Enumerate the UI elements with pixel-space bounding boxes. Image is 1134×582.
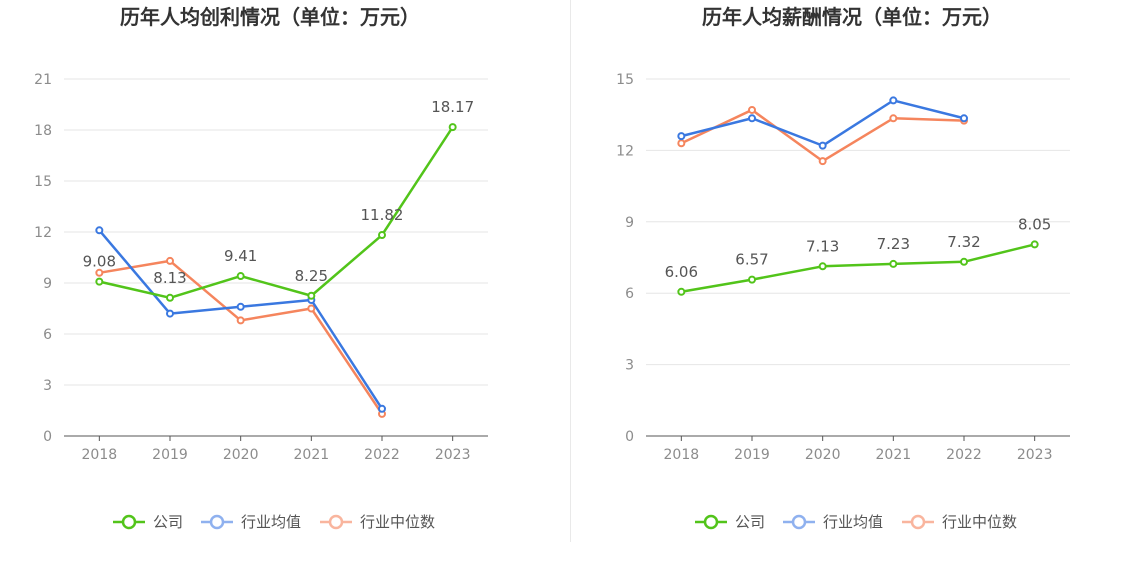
data-label: 11.82 xyxy=(361,206,404,224)
series-line xyxy=(99,126,454,300)
chart-per-capita-profit: 历年人均创利情况（单位：万元） 0 3 6 9 12 15 18 21 2018 2019 2020 2… xyxy=(34,5,488,531)
chart-divider xyxy=(570,0,571,542)
legend-label: 公司 xyxy=(735,513,765,531)
legend-marker xyxy=(791,514,807,530)
y-tick-label: 3 xyxy=(625,358,634,374)
x-tick-label: 2019 xyxy=(152,447,188,463)
x-tick-label: 2020 xyxy=(805,447,841,463)
data-point[interactable] xyxy=(748,275,756,284)
data-point[interactable] xyxy=(95,277,104,286)
data-point[interactable] xyxy=(748,114,756,123)
series-line xyxy=(680,108,965,163)
x-tick-label: 2021 xyxy=(876,447,912,463)
legend-item[interactable]: 行业中位数 xyxy=(320,513,435,531)
data-point[interactable] xyxy=(236,302,245,311)
x-tick-label: 2020 xyxy=(223,447,259,463)
data-point[interactable] xyxy=(818,157,827,166)
x-tick-label: 2023 xyxy=(1017,447,1053,463)
y-tick-label: 18 xyxy=(34,123,52,139)
data-label: 6.06 xyxy=(665,263,698,281)
data-point[interactable] xyxy=(677,287,686,296)
legend-label: 公司 xyxy=(153,513,183,531)
data-point[interactable] xyxy=(960,114,968,123)
data-point[interactable] xyxy=(889,96,898,105)
legend-label: 行业均值 xyxy=(823,513,883,531)
chart-per-capita-salary: 历年人均薪酬情况（单位：万元） 0 3 6 9 12 15 2018 2019 2020 2021 2… xyxy=(616,5,1070,531)
data-point[interactable] xyxy=(236,316,245,325)
data-point[interactable] xyxy=(677,139,686,148)
legend-label: 行业中位数 xyxy=(360,513,435,531)
data-point[interactable] xyxy=(960,257,968,266)
x-tick-label: 2022 xyxy=(364,447,400,463)
y-tick-label: 0 xyxy=(43,429,52,445)
data-point[interactable] xyxy=(95,226,104,235)
y-tick-label: 6 xyxy=(43,327,52,343)
data-point[interactable] xyxy=(307,304,316,313)
data-label: 18.17 xyxy=(431,98,474,116)
data-label: 8.05 xyxy=(1018,215,1051,233)
data-label: 6.57 xyxy=(735,251,768,269)
x-tick-label: 2019 xyxy=(734,447,770,463)
legend-marker xyxy=(209,514,225,530)
data-point[interactable] xyxy=(166,309,174,318)
x-tick-label: 2021 xyxy=(294,447,330,463)
legend-item[interactable]: 公司 xyxy=(695,513,765,531)
y-tick-label: 9 xyxy=(625,215,634,231)
x-tick-label: 2023 xyxy=(435,447,471,463)
y-tick-label: 15 xyxy=(34,174,52,190)
legend-label: 行业均值 xyxy=(241,513,301,531)
chart-title: 历年人均薪酬情况（单位：万元） xyxy=(702,5,1002,29)
legend-item[interactable]: 行业中位数 xyxy=(902,513,1017,531)
data-point[interactable] xyxy=(818,262,827,271)
data-point[interactable] xyxy=(1030,240,1039,249)
data-label: 7.13 xyxy=(806,237,839,255)
data-point[interactable] xyxy=(307,291,316,300)
y-tick-label: 0 xyxy=(625,429,634,445)
data-point[interactable] xyxy=(236,272,245,281)
y-tick-label: 3 xyxy=(43,378,52,394)
legend-marker xyxy=(121,514,137,530)
x-tick-label: 2018 xyxy=(82,447,118,463)
y-tick-label: 12 xyxy=(34,225,52,241)
data-point[interactable] xyxy=(818,141,827,150)
legend-item[interactable]: 公司 xyxy=(113,513,183,531)
legend-marker xyxy=(703,514,719,530)
legend-marker xyxy=(328,514,344,530)
data-point[interactable] xyxy=(166,256,174,265)
data-label: 8.13 xyxy=(153,269,186,287)
y-tick-label: 12 xyxy=(616,143,634,159)
data-label: 7.32 xyxy=(947,233,980,251)
series-line xyxy=(681,243,1035,294)
x-tick-label: 2018 xyxy=(664,447,700,463)
series-line xyxy=(99,259,384,415)
data-point[interactable] xyxy=(748,105,756,114)
legend-marker xyxy=(910,514,926,530)
data-point[interactable] xyxy=(448,123,457,132)
y-tick-label: 6 xyxy=(625,286,634,302)
chart-title: 历年人均创利情况（单位：万元） xyxy=(120,5,420,29)
data-point[interactable] xyxy=(889,114,898,123)
data-label: 7.23 xyxy=(877,235,910,253)
data-label: 9.08 xyxy=(83,253,116,271)
legend-item[interactable]: 行业均值 xyxy=(783,513,883,531)
data-point[interactable] xyxy=(378,404,386,413)
y-tick-label: 9 xyxy=(43,276,52,292)
y-tick-label: 21 xyxy=(34,72,52,88)
data-point[interactable] xyxy=(378,231,386,240)
data-point[interactable] xyxy=(889,259,898,268)
data-point[interactable] xyxy=(95,268,104,277)
legend-item[interactable]: 行业均值 xyxy=(201,513,301,531)
x-tick-label: 2022 xyxy=(946,447,982,463)
legend-label: 行业中位数 xyxy=(942,513,1017,531)
data-label: 8.25 xyxy=(295,267,328,285)
y-tick-label: 15 xyxy=(616,72,634,88)
data-point[interactable] xyxy=(677,132,686,141)
data-label: 9.41 xyxy=(224,247,257,265)
data-point[interactable] xyxy=(166,293,174,302)
